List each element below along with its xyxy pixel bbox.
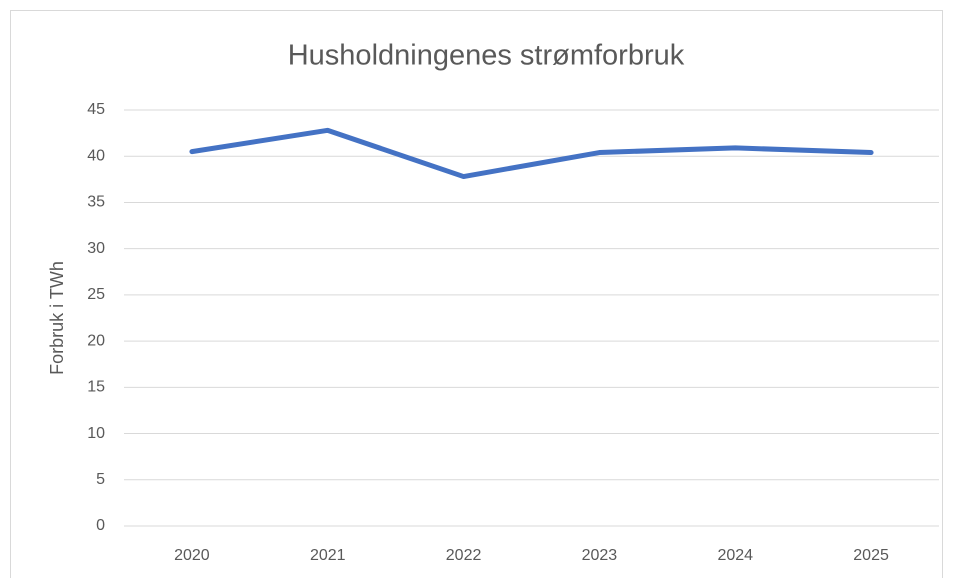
chart-border (10, 10, 943, 578)
y-tick-label: 5 (96, 471, 105, 488)
x-tick-label: 2022 (446, 547, 482, 564)
y-tick-label: 25 (87, 286, 105, 303)
y-tick-label: 45 (87, 101, 105, 118)
x-tick-label: 2024 (717, 547, 753, 564)
y-tick-label: 10 (87, 425, 105, 442)
x-tick-label: 2021 (310, 547, 346, 564)
x-tick-label: 2025 (853, 547, 889, 564)
y-tick-label: 40 (87, 147, 105, 164)
data-line (189, 127, 874, 180)
y-tick-label: 0 (96, 517, 105, 534)
chart-title: Husholdningenes strømforbruk (288, 40, 685, 72)
y-tick-label: 30 (87, 240, 105, 257)
y-tick-label: 15 (87, 379, 105, 396)
y-tick-label: 20 (87, 332, 105, 349)
x-tick-label: 2020 (174, 547, 210, 564)
y-axis-label: Forbruk i TWh (47, 261, 67, 375)
x-tick-label: 2023 (582, 547, 618, 564)
y-tick-label: 35 (87, 194, 105, 211)
